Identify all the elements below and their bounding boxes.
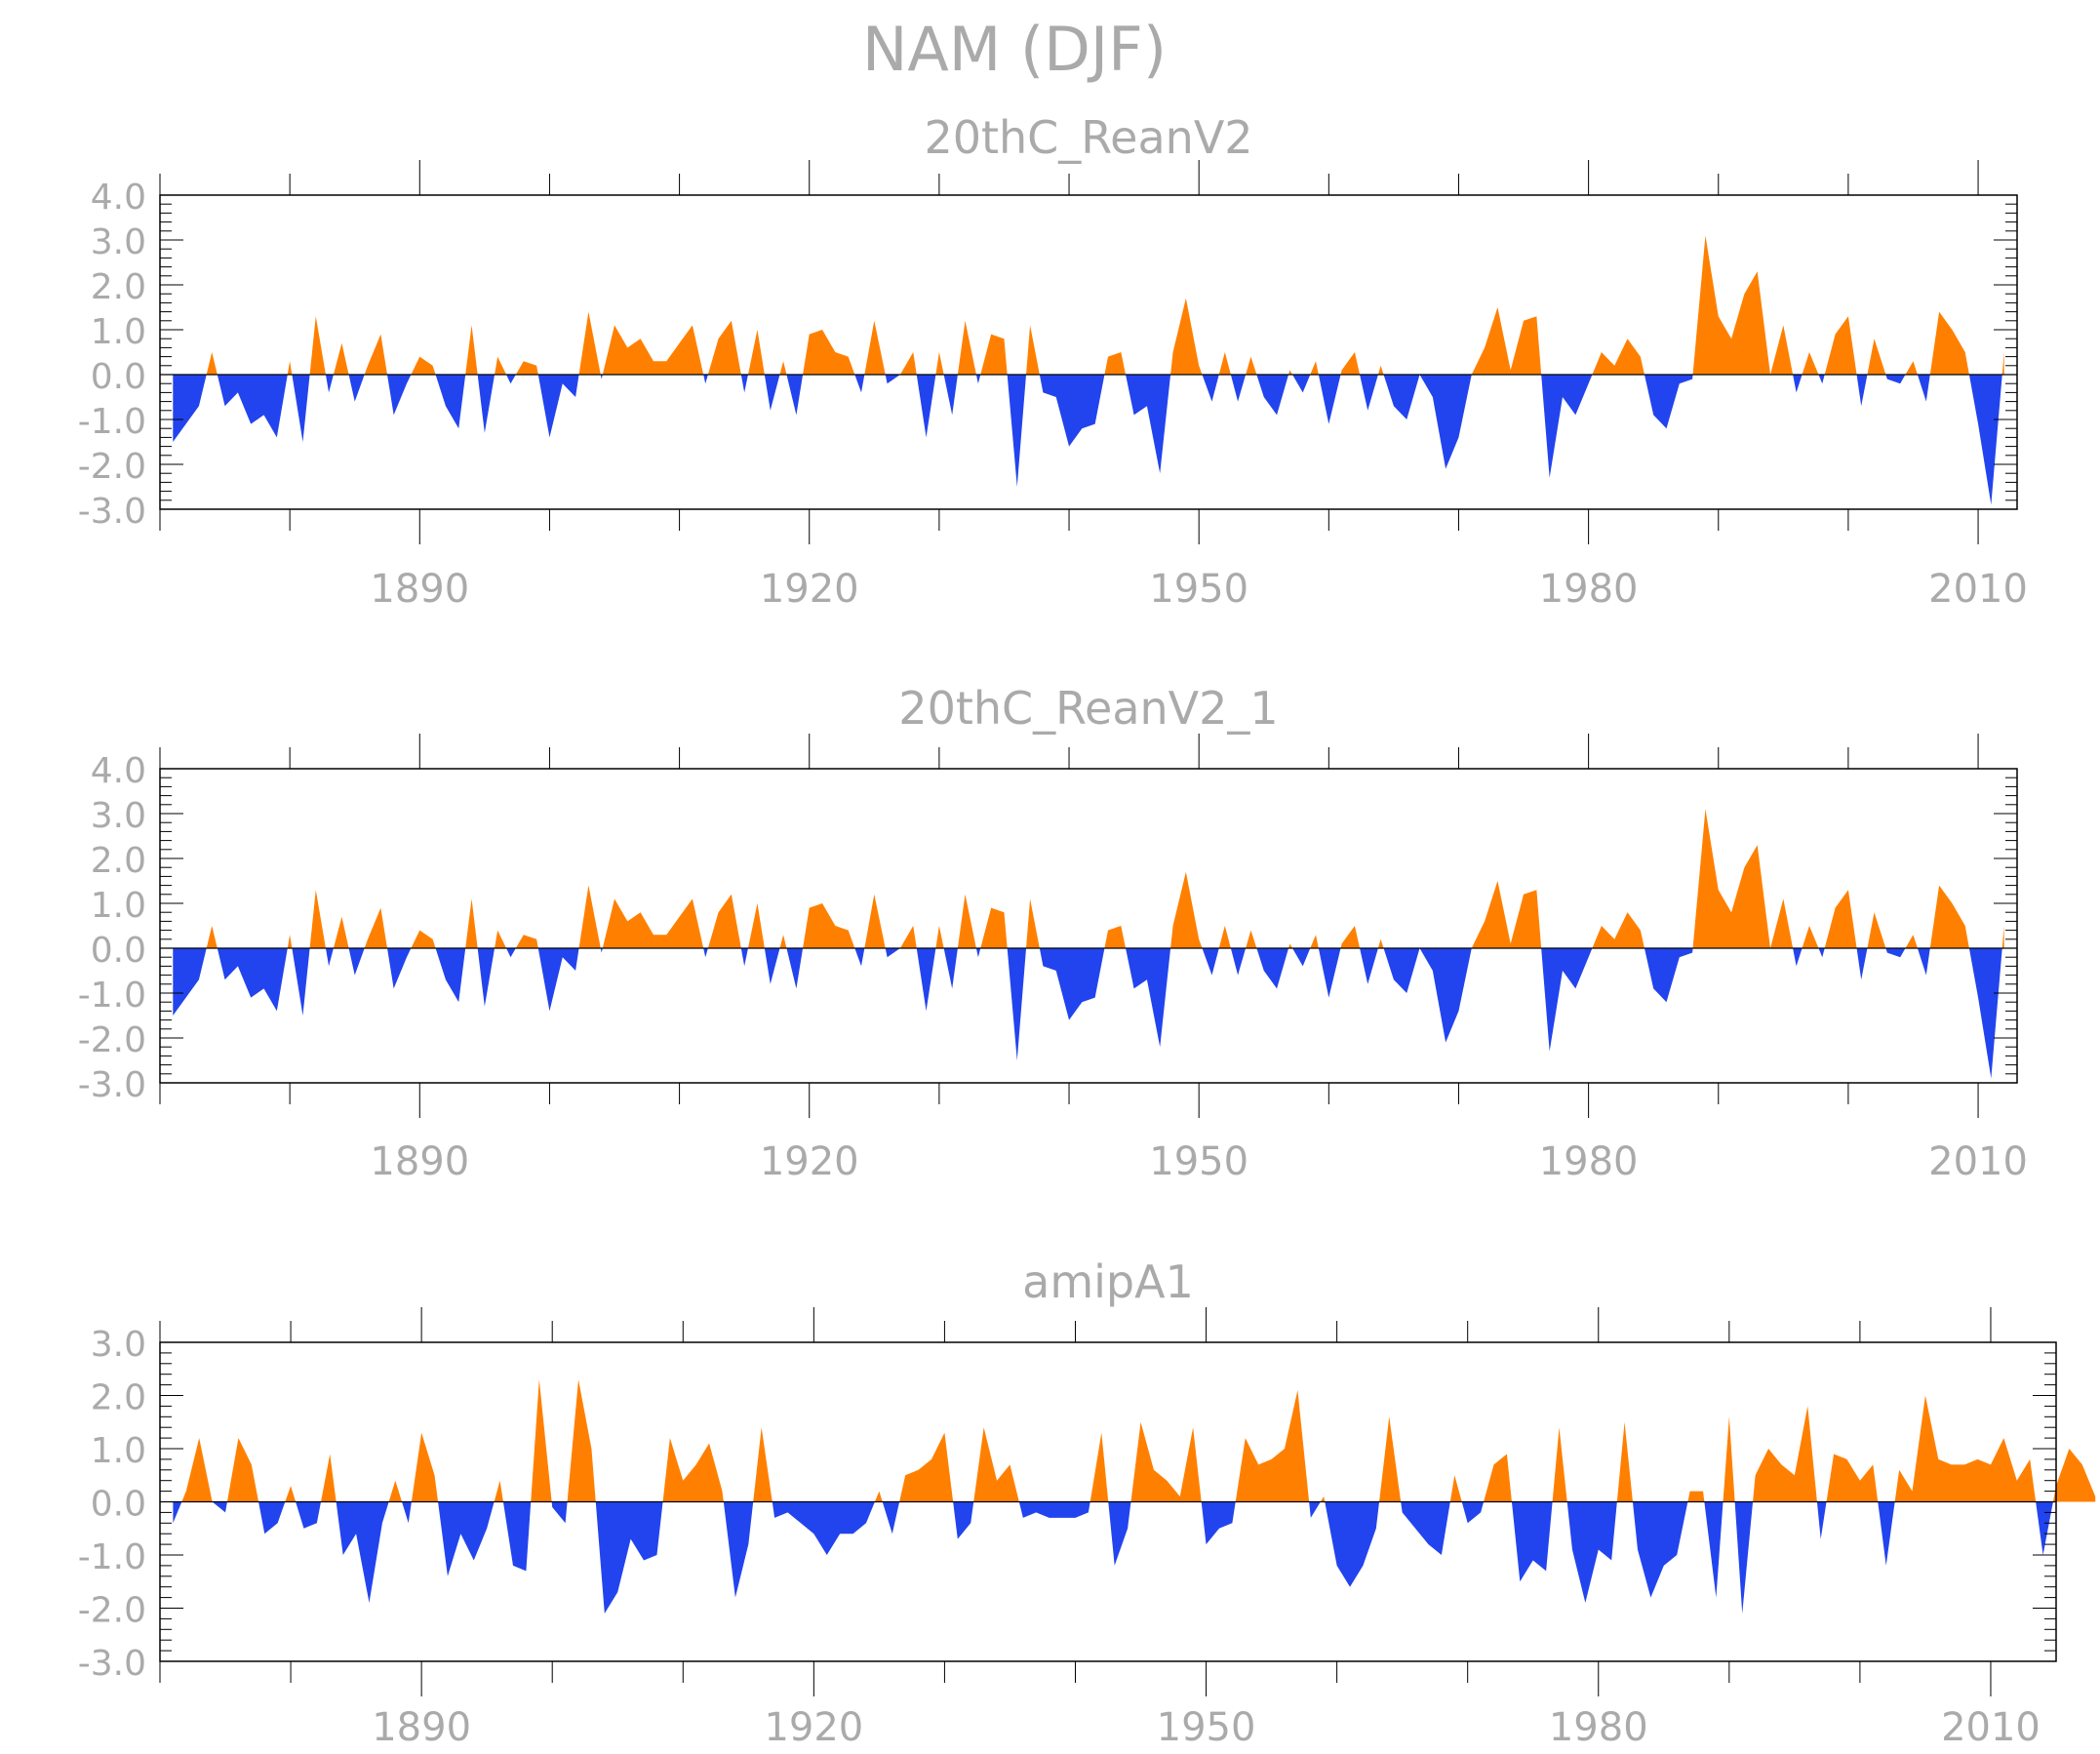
x-tick-label: 1950	[1149, 567, 1248, 612]
negative-anomaly-area	[173, 1501, 2096, 1614]
x-tick-label: 2010	[1941, 1705, 2041, 1750]
x-tick-label: 1980	[1539, 567, 1639, 612]
y-tick-label: 0.0	[91, 931, 146, 971]
panel-title: amipA1	[1022, 1256, 1194, 1308]
x-tick-label: 1890	[372, 1705, 471, 1750]
x-tick-label: 1950	[1157, 1705, 1256, 1750]
x-tick-label: 1980	[1549, 1705, 1648, 1750]
positive-anomaly-area	[173, 1379, 2096, 1502]
negative-anomaly-area	[173, 375, 2004, 505]
y-tick-label: 1.0	[91, 886, 146, 926]
y-tick-label: 3.0	[91, 222, 146, 262]
positive-anomaly-area	[173, 809, 2004, 948]
x-tick-label: 1950	[1149, 1139, 1248, 1184]
plot-frame	[159, 194, 2018, 510]
figure-title: NAM (DJF)	[862, 14, 1167, 85]
y-tick-label: -2.0	[78, 1020, 146, 1060]
negative-anomaly-area	[173, 948, 2004, 1079]
y-tick-label: -3.0	[78, 1644, 146, 1684]
x-tick-label: 1920	[764, 1705, 863, 1750]
x-tick-label: 1890	[370, 567, 469, 612]
x-tick-label: 1920	[760, 567, 859, 612]
x-tick-label: 1890	[370, 1139, 469, 1184]
y-tick-label: 1.0	[91, 312, 146, 352]
x-tick-label: 1920	[760, 1139, 859, 1184]
y-tick-label: 2.0	[91, 267, 146, 307]
y-tick-label: 0.0	[91, 357, 146, 397]
x-tick-label: 2010	[1928, 1139, 2028, 1184]
panels: 20thC_ReanV24.03.02.01.00.0-1.0-2.0-3.01…	[78, 111, 2096, 1750]
y-tick-label: -3.0	[78, 1065, 146, 1105]
y-tick-label: 3.0	[91, 796, 146, 836]
y-tick-label: 1.0	[91, 1431, 146, 1471]
y-tick-label: 2.0	[91, 1378, 146, 1418]
y-tick-label: -1.0	[78, 402, 146, 442]
y-tick-label: 2.0	[91, 841, 146, 881]
x-tick-label: 2010	[1928, 567, 2028, 612]
y-tick-label: -1.0	[78, 1537, 146, 1577]
panel-title: 20thC_ReanV2	[924, 111, 1252, 164]
y-tick-label: 3.0	[91, 1325, 146, 1365]
panel-1: 20thC_ReanV2 4.03.0 2.0 1.0 0.0 -1.0 -2.0 -3.0 1…	[78, 111, 2028, 612]
x-tick-label: 1980	[1539, 1139, 1639, 1184]
y-tick-label: 4.0	[91, 751, 146, 791]
y-tick-label: 4.0	[91, 178, 146, 218]
y-tick-label: -2.0	[78, 447, 146, 487]
y-tick-label: 0.0	[91, 1485, 146, 1525]
y-tick-label: -1.0	[78, 976, 146, 1016]
panel-3: amipA1 3.0 2.0 1.0 0.0 -1.0 -2.0 -3.0 1890 1920 19…	[78, 1256, 2096, 1750]
positive-anomaly-area	[173, 235, 2004, 375]
y-tick-label: -2.0	[78, 1591, 146, 1631]
plot-frame	[159, 768, 2018, 1084]
panel-2: 20thC_ReanV2_1 4.0 3.0 2.0 1.0 0.0 -1.0-2.0 -3.…	[78, 682, 2028, 1184]
panel-title: 20thC_ReanV2_1	[898, 682, 1278, 735]
y-tick-label: -3.0	[78, 492, 146, 532]
